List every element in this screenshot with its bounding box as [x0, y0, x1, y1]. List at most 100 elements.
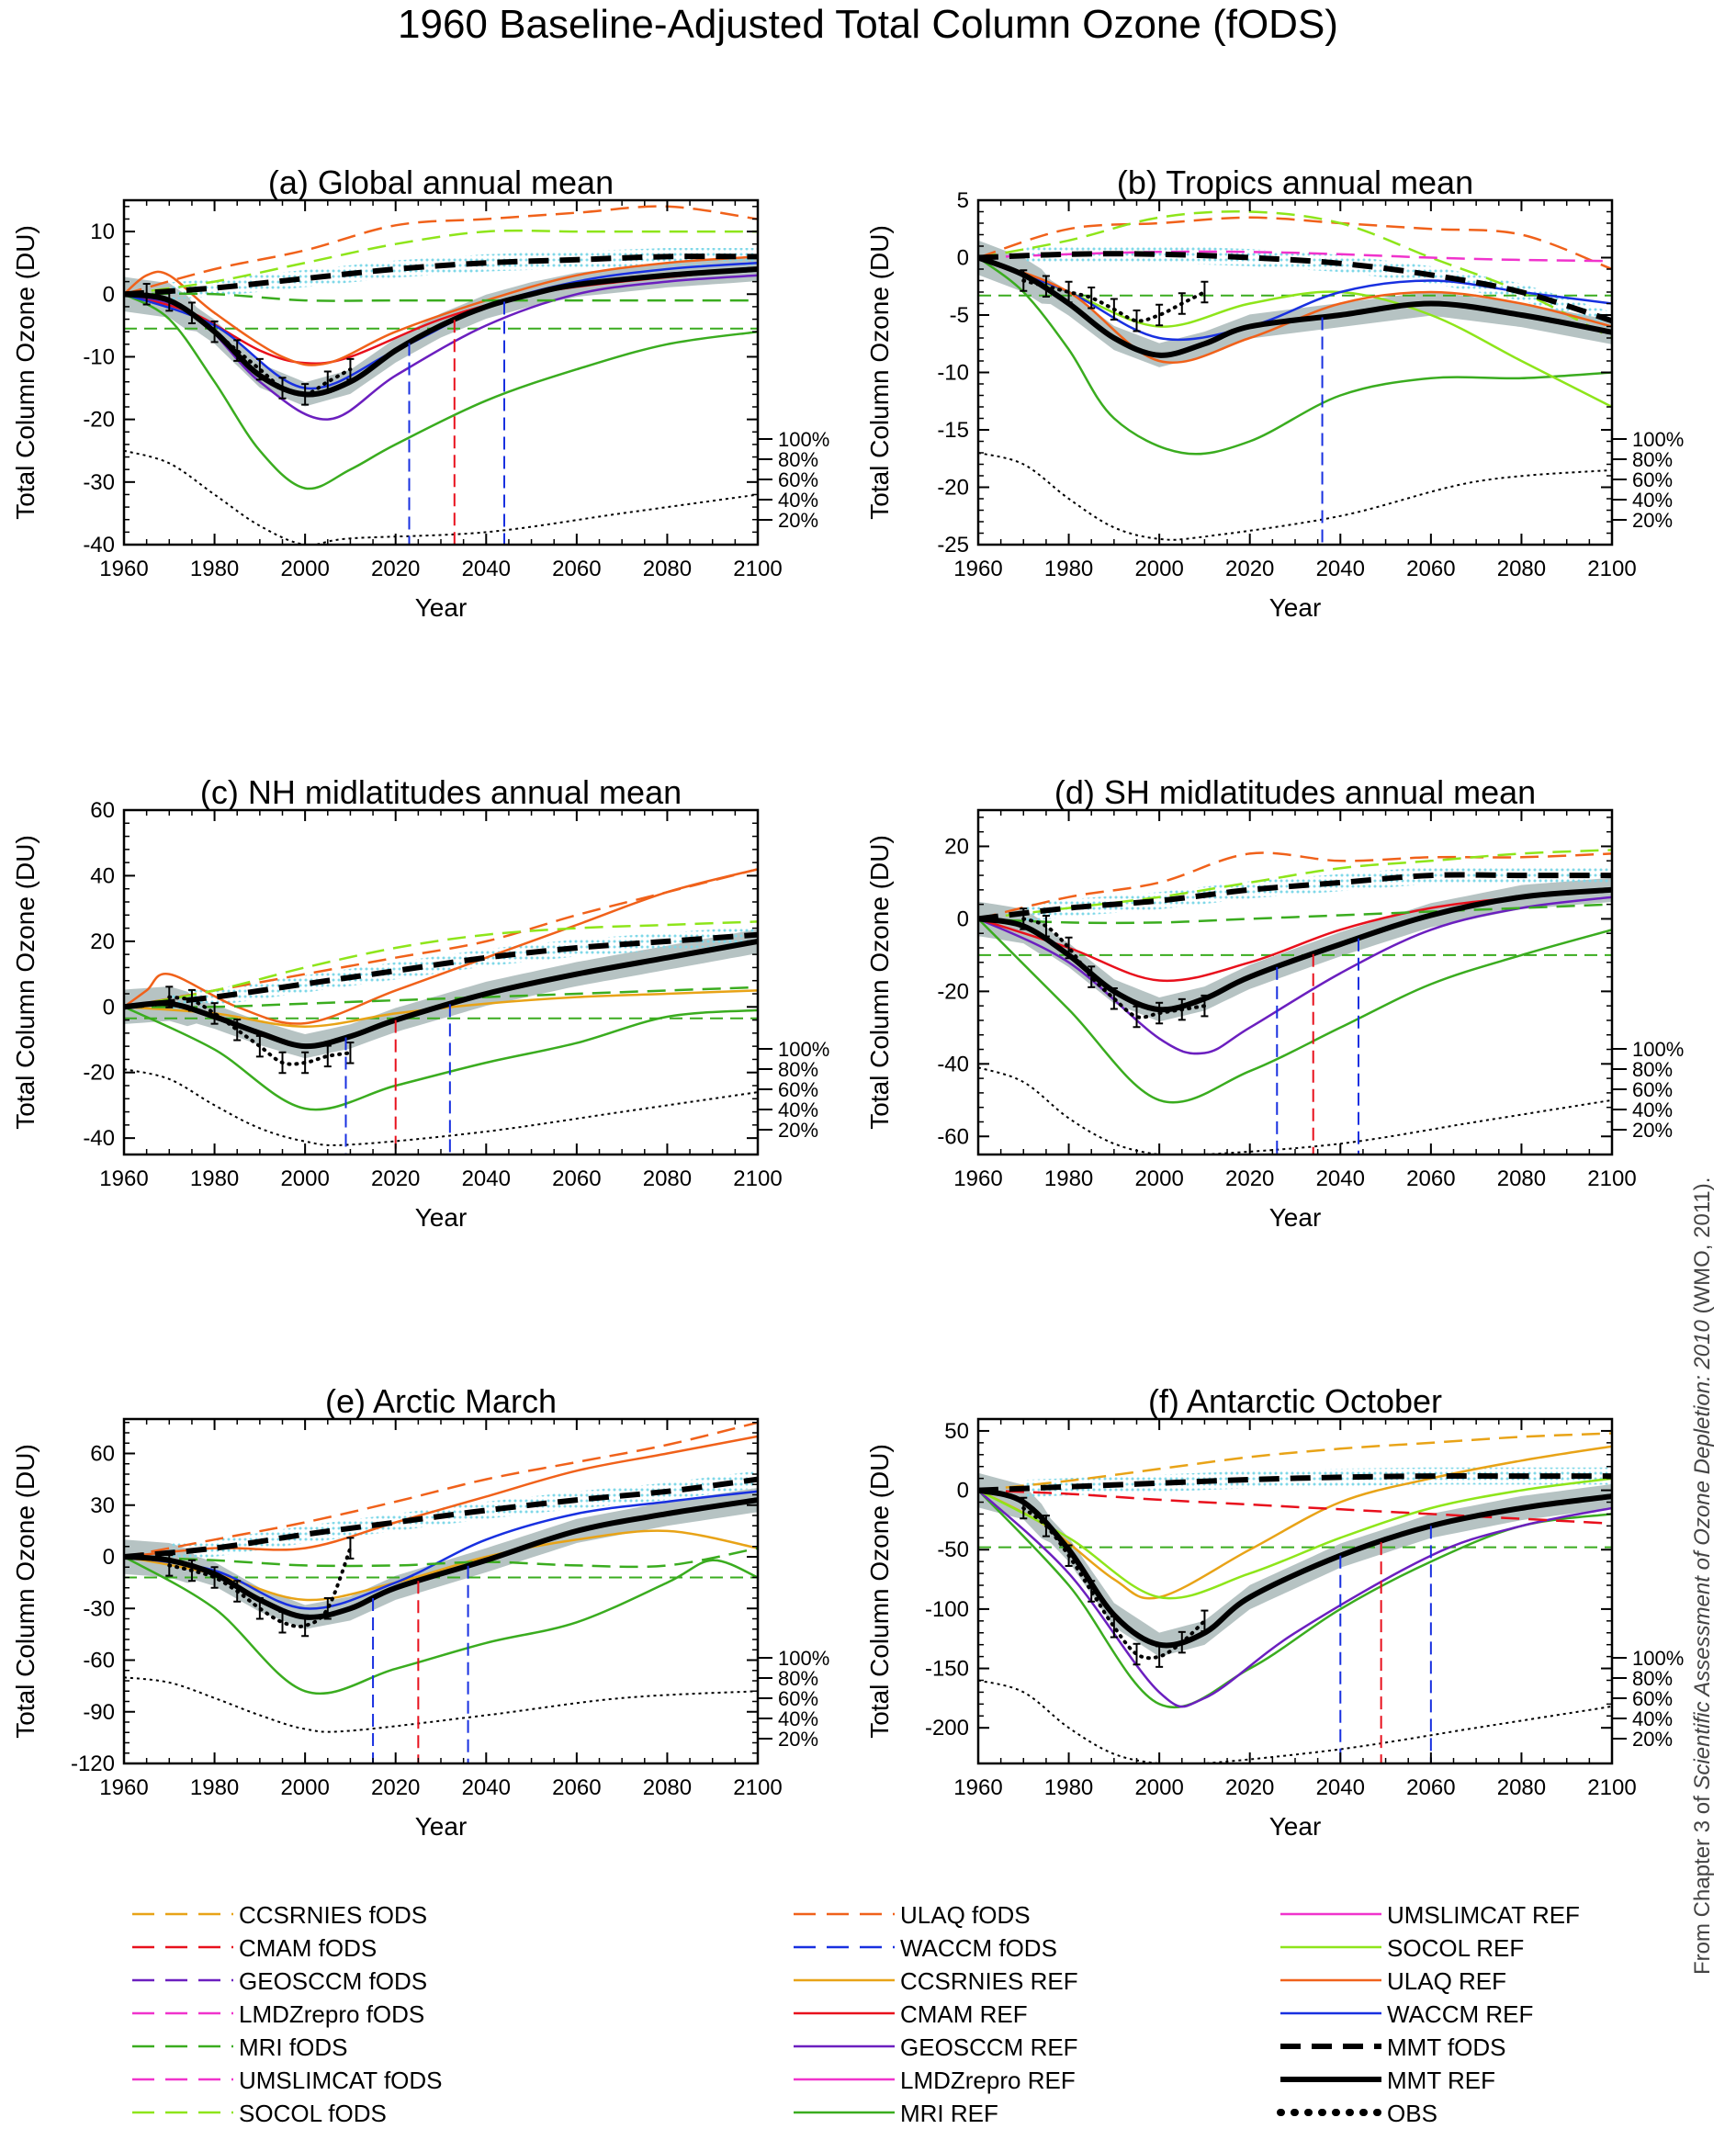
percent-tick-label: 20% [1632, 1119, 1673, 1142]
obs-error-bar [323, 1044, 332, 1068]
percent-tick-label: 20% [778, 1119, 818, 1142]
legend-label: WACCM REF [1387, 2000, 1534, 2028]
percent-tick-label: 100% [778, 1647, 829, 1670]
legend-swatch [1280, 2044, 1381, 2049]
mmt-fods-line [978, 1473, 1612, 1493]
uncertainty-band [124, 256, 758, 407]
percent-tick-label: 100% [778, 428, 829, 451]
legend-swatch [794, 1912, 895, 1916]
legend-swatch [1277, 2109, 1385, 2116]
fods-range-band [169, 926, 758, 1011]
panel-title: (b) Tropics annual mean [1116, 163, 1474, 201]
credit-title: Scientific Assessment of Ozone Depletion… [1690, 1320, 1715, 1790]
x-tick-label: 2040 [462, 557, 511, 581]
obs-error-bar [1155, 1001, 1164, 1025]
obs-error-bar [1133, 1642, 1141, 1666]
x-tick-label: 2080 [643, 1775, 692, 1800]
mmt-fods-line [978, 251, 1612, 324]
obs-error-bar [1042, 1515, 1050, 1538]
mri-ref-line [124, 1555, 758, 1695]
y-tick-label: -100 [925, 1597, 969, 1622]
percent-tick-label: 100% [1632, 1647, 1684, 1670]
x-tick-label: 2040 [1316, 557, 1365, 581]
percent-tick-label: 20% [778, 1728, 818, 1751]
legend-swatch [1280, 2077, 1381, 2082]
y-tick-label: -20 [83, 408, 115, 433]
geosccm-ref-line [978, 1489, 1612, 1708]
x-tick-label: 2100 [733, 1166, 782, 1191]
obs-error-bar [301, 383, 310, 406]
x-tick-label: 1980 [190, 557, 239, 581]
obs-error-bar [1065, 280, 1073, 304]
credit-suffix: (WMO, 2011). [1690, 1177, 1715, 1321]
legend-swatch [132, 2078, 233, 2081]
y-tick-label: 10 [90, 220, 115, 244]
obs-error-bar [323, 370, 332, 393]
x-axis-label: Year [1269, 1812, 1322, 1841]
legend-label: UMSLIMCAT fODS [239, 2067, 443, 2094]
y-tick-label: -30 [83, 470, 115, 495]
legend-swatch [794, 2111, 895, 2114]
percent-tick-label: 100% [1632, 1038, 1684, 1061]
x-tick-label: 1960 [953, 1775, 1002, 1800]
legend-label: OBS [1387, 2100, 1437, 2127]
obs-line [144, 292, 353, 397]
percent-tick-label: 40% [1632, 1707, 1673, 1730]
legend-swatch [132, 2111, 233, 2114]
obs-error-bar [1155, 303, 1164, 327]
x-tick-label: 2000 [280, 1166, 329, 1191]
mmt-ref-line [124, 938, 758, 1050]
x-tick-label: 2100 [1587, 1166, 1636, 1191]
figure-title: 1960 Baseline-Adjusted Total Column Ozon… [398, 2, 1338, 47]
percent-tick-label: 60% [778, 1687, 818, 1710]
percent-tick-label: 40% [1632, 489, 1673, 512]
ulaq-fods-line [978, 851, 1612, 920]
legend-label: CCSRNIES REF [900, 1967, 1078, 1995]
x-tick-label: 2060 [552, 557, 601, 581]
socol-ref-line [978, 1477, 1612, 1600]
legend-label: LMDZrepro fODS [239, 2000, 425, 2028]
y-tick-label: -60 [83, 1649, 115, 1673]
percent-tick-label: 60% [778, 468, 818, 491]
x-tick-label: 1980 [190, 1775, 239, 1800]
y-axis-label: Total Column Ozone (DU) [11, 835, 39, 1130]
waccm-ref-line [124, 1490, 758, 1610]
legend-swatch [132, 1978, 233, 1982]
obs-error-bar [233, 1019, 242, 1042]
chart-svg: 1960 1980 2000 2020 2040 2060 2080 2100 -60 -40 -2… [865, 808, 1684, 1232]
panel-c: (c) NH midlatitudes annual mean 1960 1980… [0, 691, 854, 1306]
y-axis-label: Total Column Ozone (DU) [11, 1444, 39, 1739]
percent-tick-label: 80% [778, 1667, 818, 1690]
ulaq-ref-line [124, 255, 758, 366]
y-tick-label: -10 [937, 361, 969, 386]
mmt-fods-line [124, 931, 758, 1010]
mmt-fods-line [124, 253, 758, 298]
x-tick-label: 1980 [1044, 1166, 1093, 1191]
obs-error-bar [1088, 287, 1096, 310]
panel-title: (c) NH midlatitudes annual mean [199, 773, 682, 811]
legend-swatch [132, 1912, 233, 1916]
percent-tick-label: 80% [1632, 1667, 1673, 1690]
plot-frame [976, 808, 1614, 1156]
y-tick-label: -10 [83, 344, 115, 369]
obs-error-bar [1133, 1005, 1141, 1029]
mri-ref-line [978, 1489, 1612, 1709]
obs-error-bar [1201, 1609, 1209, 1633]
obs-error-bar [255, 1034, 264, 1058]
obs-error-bar [1110, 298, 1118, 321]
x-tick-label: 2060 [552, 1166, 601, 1191]
y-tick-label: 0 [957, 1479, 969, 1504]
panel-title: (d) SH midlatitudes annual mean [1054, 773, 1537, 811]
legend-label: UMSLIMCAT REF [1387, 1901, 1580, 1929]
x-tick-label: 2100 [1587, 1775, 1636, 1800]
y-axis-label: Total Column Ozone (DU) [865, 225, 894, 520]
y-tick-label: 30 [90, 1493, 115, 1518]
obs-error-bar [1042, 275, 1050, 298]
y-tick-label: -30 [83, 1596, 115, 1621]
percent-tick-label: 60% [1632, 468, 1673, 491]
fods-range-band [1023, 866, 1612, 922]
percentile-curve [978, 452, 1612, 541]
y-tick-label: -40 [937, 1052, 969, 1076]
x-tick-label: 2040 [1316, 1775, 1365, 1800]
percentile-curve [124, 1068, 758, 1146]
